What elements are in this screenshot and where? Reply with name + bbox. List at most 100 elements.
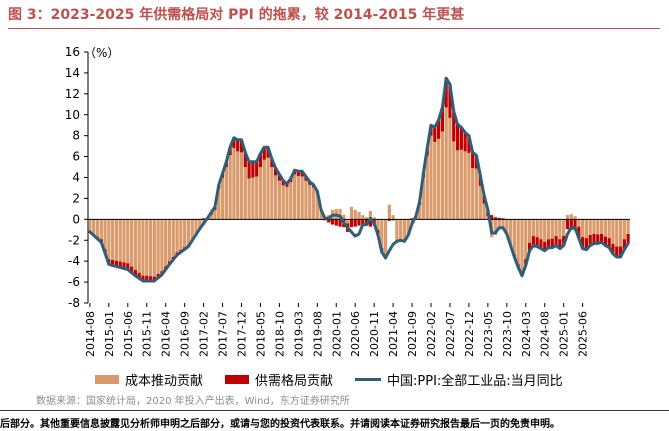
y-tick-label: 12 [65,87,80,101]
demand-bar [266,147,270,158]
demand-bar [558,239,562,249]
demand-bar [122,262,126,269]
cost-bar [448,117,452,220]
cost-bar [546,219,551,240]
demand-bar [543,241,547,251]
demand-bar [126,263,130,270]
legend-label-cost: 成本推动贡献 [125,373,204,389]
x-tick-label: 2021-04 [387,311,400,357]
demand-bar [569,219,573,230]
cost-bar [599,219,604,234]
cost-bar [516,219,520,265]
cost-bar [611,219,615,244]
cost-bar [497,219,501,230]
cost-bar [217,188,221,220]
x-tick-label: 2017-02 [198,311,211,357]
cost-bar [243,167,247,220]
cost-bar [228,155,232,220]
x-tick-label: 2016-04 [160,311,173,357]
cost-bar [258,167,263,220]
cost-bar [141,219,145,276]
cost-bar [319,210,323,220]
demand-bar [387,219,391,221]
demand-bar [615,246,619,257]
demand-bar [459,127,463,150]
demand-bar [448,84,452,118]
legend-item-ppi: 中国:PPI:全部工业品:当月同比 [355,370,563,389]
demand-bar [573,219,577,231]
demand-bar [327,219,331,223]
demand-bar [599,233,604,243]
cost-bar [126,219,130,264]
y-tick-label: 6 [72,150,80,164]
demand-bar [129,266,134,273]
cost-bar [148,219,153,277]
demand-bar [330,219,335,225]
cost-bar [92,219,96,235]
cost-bar [133,219,137,270]
x-tick-label: 2022-02 [425,311,438,357]
cost-bar [285,186,289,220]
cost-bar [584,219,589,239]
legend-swatch-cost [95,374,119,384]
demand-bar [201,218,206,220]
demand-bar [251,161,255,178]
cost-bar [383,219,388,256]
cost-bar [562,219,566,237]
cost-bar [554,219,558,237]
demand-bar [490,215,494,220]
cost-bar [179,219,183,250]
x-tick-label: 2015-11 [141,311,154,357]
cost-bar [452,141,456,220]
x-tick-label: 2016-09 [179,311,192,357]
demand-bar [588,235,592,246]
demand-bar [114,260,119,267]
cost-bar [520,219,524,272]
cost-bar [357,212,361,220]
cost-bar [569,214,573,220]
cost-bar [429,135,433,220]
y-tick-label: 8 [72,129,80,143]
demand-bar [584,238,589,250]
cost-bar [338,208,342,220]
cost-bar [581,219,585,238]
cost-bar [236,151,240,220]
chart-title: 图 3：2023-2025 年供需格局对 PPI 的拖累，较 2014-2015… [8,7,465,23]
cost-bar [175,219,179,253]
cost-bar [550,219,554,239]
demand-bar [452,111,456,142]
x-tick-label: 2023-10 [501,311,514,357]
cost-bar [433,141,437,220]
cost-bar [107,219,111,260]
cost-bar [603,219,607,237]
cost-bar [376,219,380,230]
demand-bar [239,139,244,153]
cost-bar [95,219,100,237]
cost-bar [186,219,191,246]
cost-bar [167,219,172,262]
demand-bar [277,174,282,181]
demand-bar [577,226,581,239]
demand-bar [596,234,600,244]
legend-item-demand: 供需格局贡献 [225,370,333,389]
cost-bar [463,151,467,220]
cost-bar [535,219,539,238]
legend-swatch-demand [225,374,250,384]
cost-bar [425,155,429,220]
cost-bar [607,219,611,239]
x-tick-label: 2020-06 [349,311,362,357]
demand-bar [618,246,623,257]
y-tick-label: 16 [65,45,80,59]
demand-bar [535,237,539,247]
x-tick-label: 2018-05 [254,311,267,357]
demand-bar [111,259,115,266]
demand-bar [334,219,338,226]
x-tick-label: 2017-12 [236,311,249,357]
cost-bar [281,185,285,220]
cost-bar [493,219,498,236]
cost-bar [459,149,463,220]
cost-bar [406,219,410,236]
cost-bar [531,219,535,237]
demand-bar [622,239,626,250]
demand-bar [531,236,535,246]
